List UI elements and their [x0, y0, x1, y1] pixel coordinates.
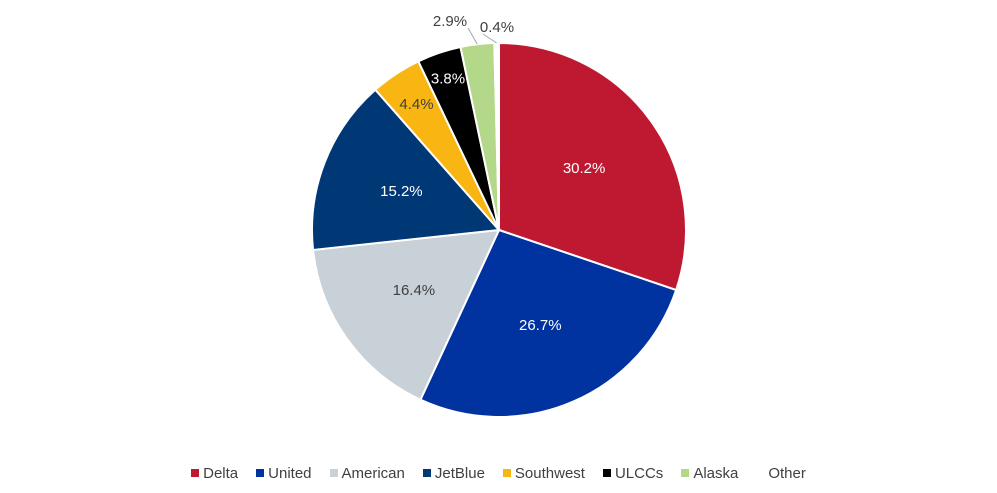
legend-label: Delta: [203, 464, 239, 482]
leader-line-other: [482, 33, 497, 44]
legend-item-united: United: [256, 464, 312, 482]
legend-item-southwest: Southwest: [502, 464, 585, 482]
data-label-ulccs: 3.8%: [431, 70, 465, 87]
data-label-american: 16.4%: [393, 282, 436, 299]
legend-swatch: [681, 469, 690, 477]
data-label-united: 26.7%: [519, 317, 562, 334]
legend-label: American: [341, 464, 405, 482]
legend-item-american: American: [329, 464, 405, 482]
legend-label: Alaska: [693, 464, 739, 482]
legend-swatch: [329, 469, 338, 477]
legend-label: Other: [768, 464, 806, 482]
legend-swatch: [602, 469, 611, 477]
legend-swatch: [191, 469, 200, 477]
data-label-jetblue: 15.2%: [380, 183, 423, 200]
legend-label: ULCCs: [614, 464, 664, 482]
data-label-southwest: 4.4%: [399, 96, 433, 113]
pie-slice-other: [493, 41, 500, 231]
data-label-delta: 30.2%: [563, 160, 606, 177]
data-label-alaska: 2.9%: [433, 13, 467, 30]
legend-swatch: [256, 469, 265, 477]
legend-item-ulccs: ULCCs: [602, 464, 664, 482]
legend-swatch: [502, 469, 511, 477]
pie-slice-jetblue: [311, 88, 502, 252]
legend-item-jetblue: JetBlue: [422, 464, 485, 482]
leader-line-alaska: [467, 27, 478, 45]
legend-label: United: [268, 464, 312, 482]
pie-slice-delta: [498, 41, 687, 292]
legend-item-delta: Delta: [191, 465, 238, 482]
pie-slice-united: [419, 228, 678, 418]
legend-item-alaska: Alaska: [681, 465, 738, 482]
legend-swatch: [422, 469, 431, 477]
legend-item-other: Other: [756, 465, 806, 482]
pie-slice-american: [311, 228, 501, 402]
legend-label: JetBlue: [434, 464, 485, 482]
legend-label: Southwest: [514, 464, 585, 482]
legend-swatch: [756, 469, 765, 477]
data-label-other: 0.4%: [480, 19, 514, 36]
legend: Delta United American JetBlue Southwest ULCCs…: [0, 463, 997, 483]
